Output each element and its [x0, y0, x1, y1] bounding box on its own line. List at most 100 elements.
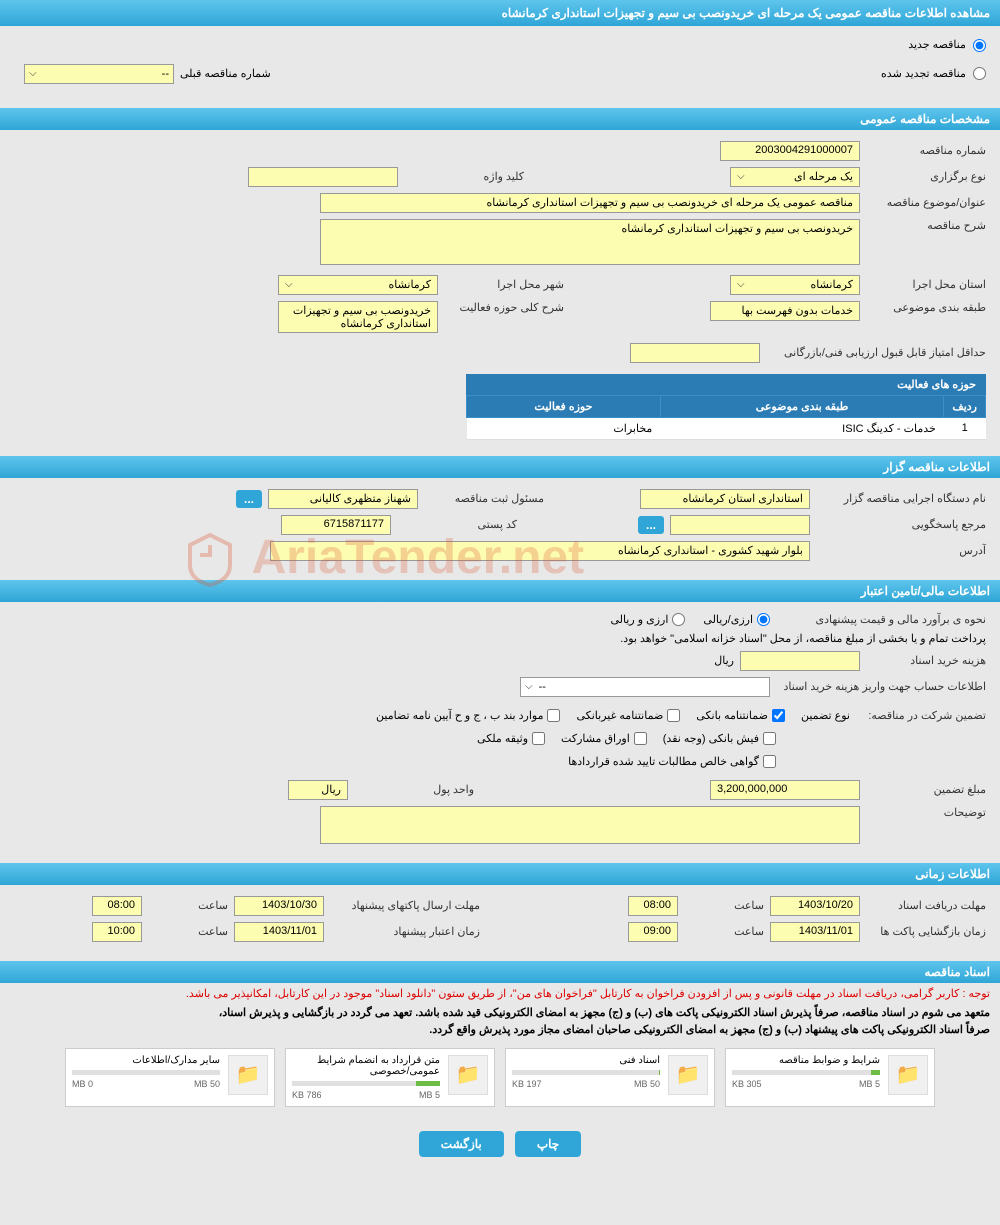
radio-currency[interactable] [757, 613, 770, 626]
print-button[interactable]: چاپ [515, 1131, 581, 1157]
check-g1-label: ضمانتنامه بانکی [696, 709, 768, 722]
check-g5[interactable] [634, 732, 647, 745]
check-g1[interactable] [772, 709, 785, 722]
city-label: شهر محل اجرا [444, 278, 564, 291]
amount-value: 3,200,000,000 [710, 780, 860, 800]
province-label: استان محل اجرا [866, 278, 986, 291]
doc-fee-label: هزینه خرید اسناد [866, 654, 986, 667]
address-value: بلوار شهید کشوری - استانداری کرمانشاه [270, 541, 810, 561]
min-score-value[interactable] [630, 343, 760, 363]
contact-more-button[interactable]: ... [638, 516, 664, 534]
folder-icon: 📁 [888, 1055, 928, 1095]
black-note-2: صرفاً اسناد الکترونیکی پاکت های پیشنهاد … [0, 1021, 1000, 1038]
activity-table-title: حوزه های فعالیت [466, 374, 986, 395]
radio-currency-label: ارزی/ریالی [703, 613, 753, 626]
validity-label: زمان اعتبار پیشنهاد [330, 925, 480, 938]
amount-label: مبلغ تضمین [866, 783, 986, 796]
file-item[interactable]: 📁 متن قرارداد به انضمام شرایط عمومی/خصوص… [285, 1048, 495, 1107]
check-g4[interactable] [763, 732, 776, 745]
check-g4-label: فیش بانکی (وجه نقد) [663, 732, 759, 745]
tender-number-label: شماره مناقصه [866, 144, 986, 157]
file-name: شرایط و ضوابط مناقصه [732, 1055, 880, 1066]
radio-mixed[interactable] [672, 613, 685, 626]
check-g5-label: اوراق مشارکت [561, 732, 630, 745]
check-g6[interactable] [532, 732, 545, 745]
check-g3-label: موارد بند ب ، ج و ح آیین نامه تضامین [376, 709, 543, 722]
file-name: سایر مدارک/اطلاعات [72, 1055, 220, 1066]
time-label-1: ساعت [684, 899, 764, 912]
deposit-info-label: اطلاعات حساب جهت واریز هزینه خرید اسناد [776, 680, 986, 693]
postal-value: 6715871177 [281, 515, 391, 535]
file-item[interactable]: 📁 سایر مدارک/اطلاعات 50 MB0 MB [65, 1048, 275, 1107]
section-header-documents: اسناد مناقصه [0, 961, 1000, 983]
radio-new-label: مناقصه جدید [908, 39, 966, 51]
contact-value[interactable] [670, 515, 810, 535]
address-label: آدرس [816, 544, 986, 557]
guarantee-label: تضمین شرکت در مناقصه: [856, 709, 986, 722]
type-select[interactable]: یک مرحله ای ⌵ [730, 167, 860, 187]
title-label: عنوان/موضوع مناقصه [866, 196, 986, 209]
time-label-3: ساعت [684, 925, 764, 938]
time-label-2: ساعت [148, 899, 228, 912]
deposit-info-select[interactable]: -- ⌵ [520, 677, 770, 697]
col-idx: ردیف [944, 395, 986, 417]
section-header-financial: اطلاعات مالی/تامین اعتبار [0, 580, 1000, 602]
radio-renewed-tender[interactable] [973, 67, 986, 80]
notes-value[interactable] [320, 806, 860, 844]
validity-time: 10:00 [92, 922, 142, 942]
city-select[interactable]: کرمانشاه ⌵ [278, 275, 438, 295]
responsible-label: مسئول ثبت مناقصه [424, 492, 544, 505]
type-label: نوع برگزاری [866, 170, 986, 183]
activity-table: ردیف طبقه بندی موضوعی حوزه فعالیت 1خدمات… [466, 395, 986, 440]
file-name: متن قرارداد به انضمام شرایط عمومی/خصوصی [292, 1055, 440, 1077]
check-g7-label: گواهی خالص مطالبات تایید شده قراردادها [568, 755, 759, 768]
chevron-down-icon: ⌵ [737, 279, 745, 290]
org-name-value: استانداری استان کرمانشاه [640, 489, 810, 509]
keyword-value[interactable] [248, 167, 398, 187]
file-item[interactable]: 📁 اسناد فنی 50 MB197 KB [505, 1048, 715, 1107]
chevron-down-icon: ⌵ [29, 68, 37, 79]
title-value: مناقصه عمومی یک مرحله ای خریدونصب بی سیم… [320, 193, 860, 213]
receive-deadline-label: مهلت دریافت اسناد [866, 899, 986, 912]
file-item[interactable]: 📁 شرایط و ضوابط مناقصه 5 MB305 KB [725, 1048, 935, 1107]
responsible-value: شهناز متظهری کالیانی [268, 489, 418, 509]
radio-renewed-label: مناقصه تجدید شده [881, 68, 966, 80]
file-name: اسناد فنی [512, 1055, 660, 1066]
check-g2[interactable] [667, 709, 680, 722]
section-header-organizer: اطلاعات مناقصه گزار [0, 456, 1000, 478]
submit-deadline-label: مهلت ارسال پاکتهای پیشنهاد [330, 899, 480, 912]
notes-label: توضیحات [866, 806, 986, 819]
radio-new-tender[interactable] [973, 39, 986, 52]
section-header-timing: اطلاعات زمانی [0, 863, 1000, 885]
province-select[interactable]: کرمانشاه ⌵ [730, 275, 860, 295]
chevron-down-icon: ⌵ [737, 171, 745, 182]
unit-rial-label: ریال [714, 654, 734, 667]
validity-date: 1403/11/01 [234, 922, 324, 942]
min-score-label: حداقل امتیاز قابل قبول ارزیابی فنی/بازرگ… [766, 346, 986, 359]
time-label-4: ساعت [148, 925, 228, 938]
scope-label: شرح کلی حوزه فعالیت [444, 301, 564, 314]
prev-tender-select[interactable]: -- ⌵ [24, 64, 174, 84]
receive-deadline-time: 08:00 [628, 896, 678, 916]
col-scope: حوزه فعالیت [467, 395, 661, 417]
doc-fee-value[interactable] [740, 651, 860, 671]
receive-deadline-date: 1403/10/20 [770, 896, 860, 916]
contact-label: مرجع پاسخگویی [816, 518, 986, 531]
keyword-label: کلید واژه [404, 170, 524, 183]
back-button[interactable]: بازگشت [419, 1131, 504, 1157]
estimate-label: نحوه ی برآورد مالی و قیمت پیشنهادی [776, 613, 986, 626]
tender-number-value: 2003004291000007 [720, 141, 860, 161]
check-g7[interactable] [763, 755, 776, 768]
radio-mixed-label: ارزی و ریالی [610, 613, 668, 626]
responsible-more-button[interactable]: ... [236, 490, 262, 508]
section-header-general: مشخصات مناقصه عمومی [0, 108, 1000, 130]
chevron-down-icon: ⌵ [285, 279, 293, 290]
check-g3[interactable] [547, 709, 560, 722]
classification-value: خدمات بدون فهرست بها [710, 301, 860, 321]
open-time: 09:00 [628, 922, 678, 942]
submit-deadline-date: 1403/10/30 [234, 896, 324, 916]
chevron-down-icon: ⌵ [525, 681, 533, 692]
desc-value: خریدونصب بی سیم و تجهیزات استانداری کرما… [320, 219, 860, 265]
col-cls: طبقه بندی موضوعی [660, 395, 944, 417]
red-note: توجه : کاربر گرامی، دریافت اسناد در مهلت… [0, 983, 1000, 1004]
